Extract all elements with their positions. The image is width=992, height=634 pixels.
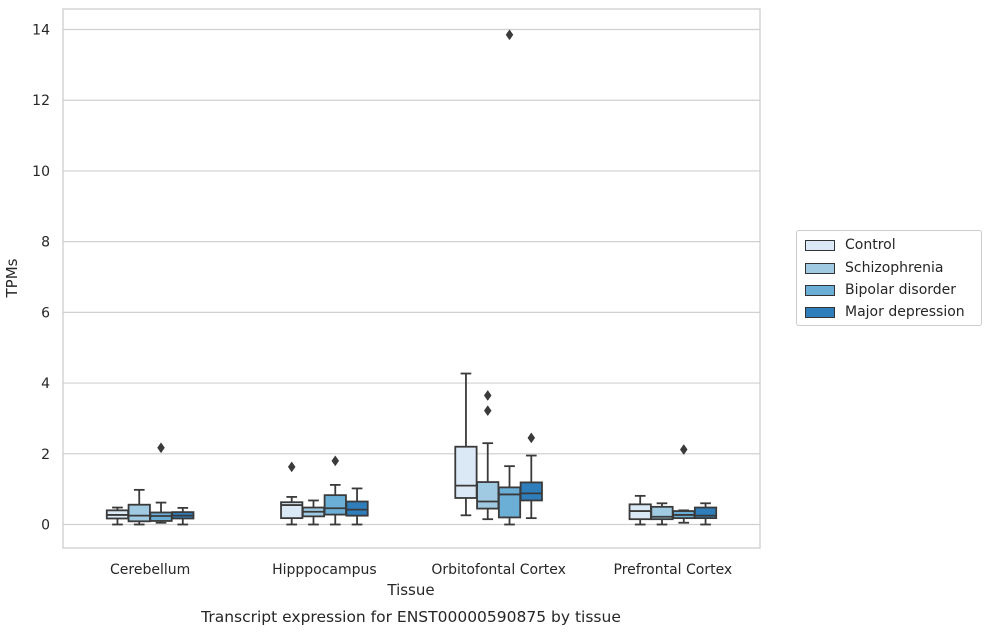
y-tick-label: 2 (41, 447, 50, 463)
x-tick-label: Orbitofontal Cortex (431, 562, 566, 578)
box-major-depression (171, 506, 195, 526)
x-tick-label: Cerebellum (110, 562, 190, 578)
box-iqr (127, 503, 151, 523)
outlier-point (331, 455, 340, 467)
box-schizophrenia (650, 502, 674, 526)
box-control (628, 494, 652, 526)
legend-item-schizophrenia: Schizophrenia (805, 259, 943, 277)
plot-frame (62, 8, 761, 549)
outlier-point (679, 444, 688, 455)
box-bipolar-disorder (323, 455, 347, 526)
chart-title: Transcript expression for ENST0000059087… (200, 608, 621, 626)
legend-label: Schizophrenia (845, 260, 944, 276)
outlier-point (505, 29, 514, 41)
box-iqr (454, 445, 478, 499)
box-iqr (519, 481, 543, 502)
box-major-depression (519, 432, 543, 520)
legend-item-bipolar-disorder: Bipolar disorder (805, 281, 956, 299)
x-tick-labels: Cerebellum Hipppocampus Orbitofontal Corte… (110, 562, 732, 578)
y-tick-labels: 0 2 4 6 8 10 12 14 (32, 23, 50, 534)
box-major-depression (693, 502, 718, 526)
box-schizophrenia (127, 488, 151, 526)
y-axis-label: TPMs (3, 258, 21, 298)
box-bipolar-disorder (672, 444, 696, 524)
legend-label: Bipolar disorder (845, 282, 957, 298)
outlier-point (157, 442, 165, 454)
box-iqr (323, 494, 347, 516)
box-series (105, 29, 718, 526)
box-bipolar-disorder (149, 442, 173, 524)
x-tick-label: Prefrontal Cortex (614, 562, 733, 578)
box-control (280, 461, 304, 526)
legend-label: Control (845, 237, 896, 253)
box-iqr (345, 500, 369, 517)
box-iqr (693, 506, 718, 520)
y-tick-label: 6 (41, 305, 50, 321)
box-bipolar-disorder (497, 29, 522, 526)
box-major-depression (345, 487, 369, 526)
outlier-point (287, 461, 296, 473)
box-control (454, 372, 478, 517)
grid-lines (63, 28, 760, 526)
legend: Control Schizophrenia Bipolar disorder M… (796, 230, 982, 326)
y-tick-label: 12 (32, 93, 50, 109)
outlier-point (527, 432, 536, 444)
box-schizophrenia (301, 499, 326, 526)
box-control (105, 506, 130, 526)
outlier-point (483, 390, 492, 401)
y-tick-label: 8 (41, 235, 50, 251)
outlier-point (483, 405, 492, 417)
legend-swatch (805, 262, 835, 274)
y-tick-label: 0 (41, 518, 50, 534)
x-axis-label: Tissue (386, 581, 434, 599)
legend-item-major-depression: Major depression (805, 303, 965, 321)
legend-swatch (805, 239, 835, 251)
box-iqr (476, 481, 500, 510)
legend-swatch (805, 306, 835, 318)
legend-swatch (805, 284, 835, 296)
legend-item-control: Control (805, 236, 896, 254)
y-tick-label: 14 (32, 23, 50, 39)
legend-label: Major depression (845, 304, 965, 320)
x-tick-label: Hipppocampus (272, 562, 377, 578)
box-schizophrenia (476, 390, 500, 521)
y-tick-label: 10 (32, 164, 50, 180)
y-tick-label: 4 (41, 376, 50, 392)
box-iqr (497, 486, 522, 519)
